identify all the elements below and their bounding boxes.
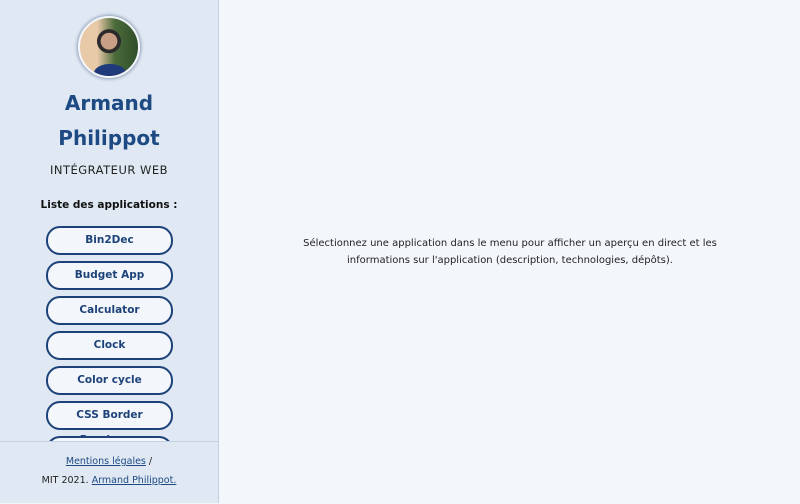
license-text: MIT 2021. <box>41 475 89 486</box>
app-button-clock[interactable]: Clock <box>46 331 173 360</box>
sidebar-footer: Mentions légales / MIT 2021. Armand Phil… <box>0 441 218 504</box>
avatar <box>78 16 140 78</box>
profile-role: INTÉGRATEUR WEB <box>49 163 169 177</box>
legal-notice-link[interactable]: Mentions légales <box>65 456 146 467</box>
profile-name-last: Philippot <box>58 126 160 150</box>
app-button-css-border-previewer[interactable]: CSS Border Previewer <box>46 401 173 441</box>
app-button-budget-app[interactable]: Budget App <box>46 261 173 290</box>
sidebar: Armand Philippot INTÉGRATEUR WEB Liste d… <box>0 0 219 503</box>
app-list[interactable]: Bin2Dec Budget App Calculator Clock Colo… <box>0 226 218 441</box>
app-button-calculator[interactable]: Calculator <box>46 296 173 325</box>
app-list-title: Liste des applications : <box>40 199 178 211</box>
placeholder-message: Sélectionnez une application dans le men… <box>303 238 717 266</box>
app-button-bin2dec[interactable]: Bin2Dec <box>46 226 173 255</box>
footer-separator: / <box>148 456 153 467</box>
app-button-color-cycle[interactable]: Color cycle <box>46 366 173 395</box>
profile-name-first: Armand <box>64 91 154 115</box>
author-link[interactable]: Armand Philippot. <box>91 475 177 486</box>
